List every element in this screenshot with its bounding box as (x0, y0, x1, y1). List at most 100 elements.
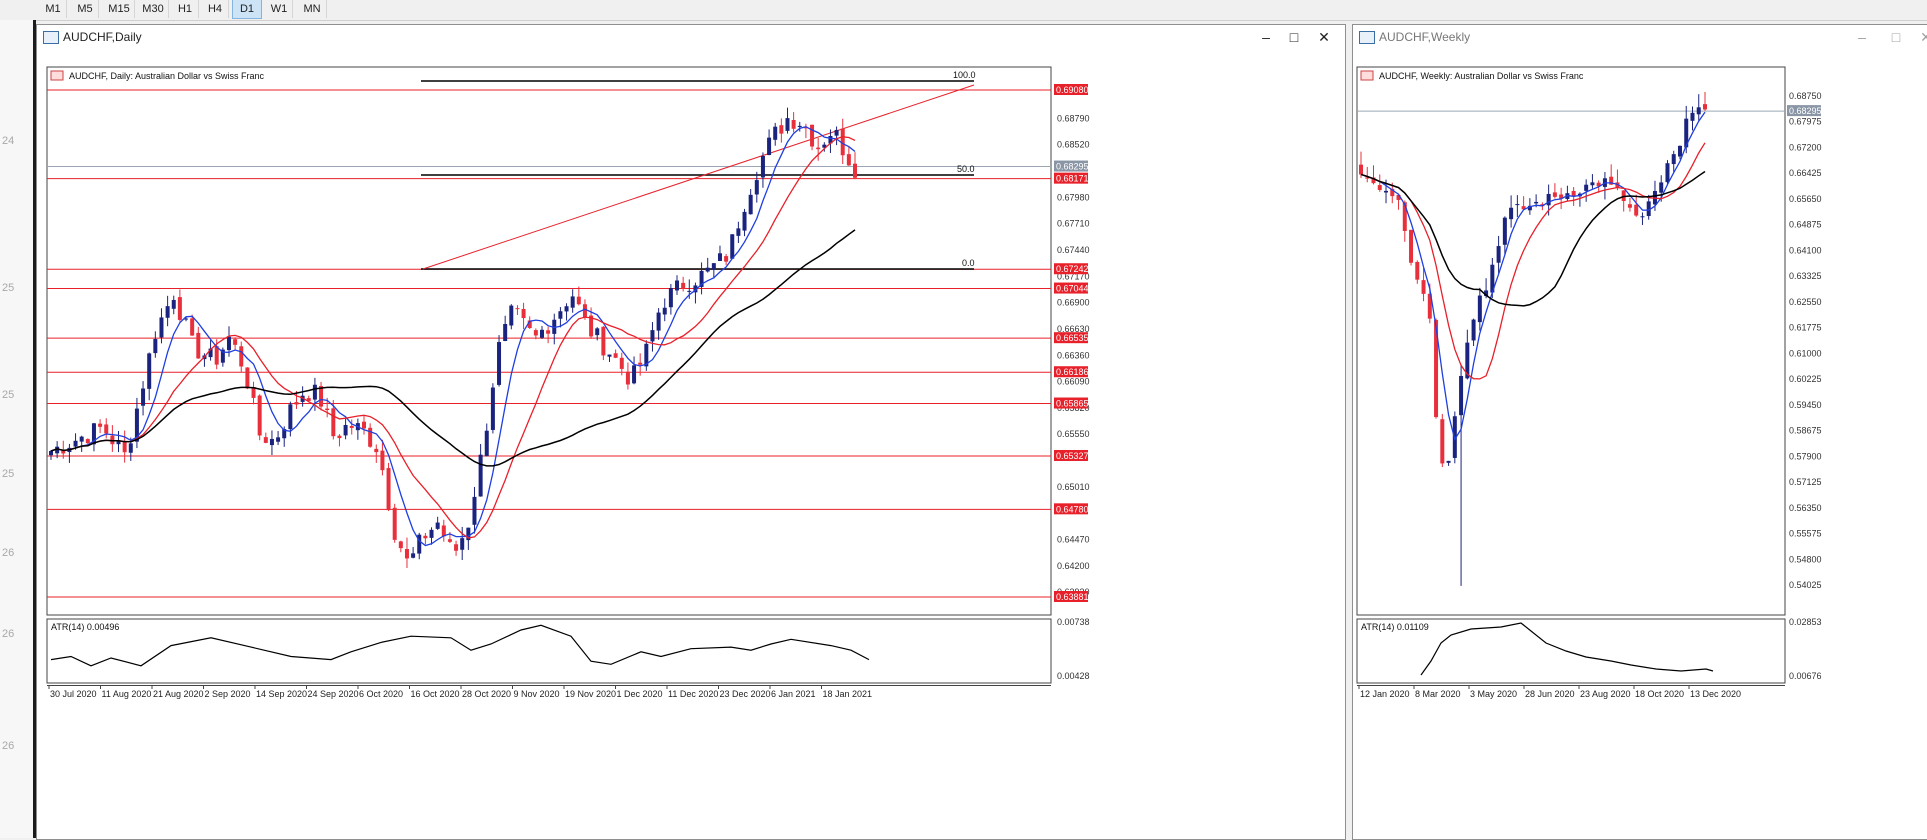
current-price-box (1787, 105, 1821, 117)
timeframe-m1-button[interactable]: M1 (40, 0, 67, 18)
price-level-label-box (1054, 282, 1088, 294)
candle-body (1646, 201, 1651, 216)
candle-body (128, 443, 133, 453)
candle-body (527, 320, 532, 329)
candle-body (1365, 177, 1370, 179)
weekly-price-tick: 0.61775 (1789, 323, 1822, 333)
daily-price-tick: 0.66900 (1057, 298, 1090, 308)
candle-body (147, 353, 152, 389)
weekly-price-tick: 0.65650 (1789, 194, 1822, 204)
candle-body (834, 129, 839, 136)
weekly-date-label: 28 Jun 2020 (1525, 689, 1575, 699)
candle-body (791, 120, 796, 129)
price-level-label: 0.64780 (1056, 504, 1089, 514)
candle-body (582, 304, 587, 318)
price-level-label: 0.66186 (1056, 367, 1089, 377)
maximize-button[interactable]: □ (1289, 29, 1299, 45)
candle-body (116, 441, 121, 445)
candle-body (681, 282, 686, 289)
candle-body (184, 318, 189, 320)
price-level-label-box (1054, 397, 1088, 409)
daily-price-tick: 0.68790 (1057, 113, 1090, 123)
weekly-price-tick: 0.63325 (1789, 271, 1822, 281)
candle-body (1471, 319, 1476, 341)
candle-body (828, 135, 833, 144)
daily-date-axis-line (47, 685, 1051, 686)
weekly-date-label: 18 Oct 2020 (1635, 689, 1684, 699)
weekly-price-tick: 0.67975 (1789, 117, 1822, 127)
candle-body (1434, 320, 1439, 418)
atr-line (1420, 622, 1714, 676)
candle-body (79, 436, 84, 442)
daily-date-label: 6 Oct 2020 (359, 689, 403, 699)
candle-body (441, 525, 446, 537)
atr-tick: 0.00428 (1057, 671, 1090, 681)
minimize-button[interactable]: – (1858, 29, 1866, 45)
weekly-chart-canvas[interactable]: AUDCHF, Weekly: Australian Dollar vs Swi… (1353, 49, 1927, 839)
timeframe-mn-button[interactable]: MN (298, 0, 327, 18)
candle-body (220, 349, 225, 363)
candle-body (239, 346, 244, 367)
moving-average-mid (50, 136, 856, 539)
candle-body (687, 290, 692, 292)
fibonacci-level-label: 50.0 (957, 164, 975, 174)
candle-body (306, 398, 311, 401)
candle-body (331, 408, 336, 437)
moving-average-fast (50, 126, 856, 547)
candle-body (404, 549, 409, 559)
candle-body (521, 308, 526, 319)
daily-window-titlebar[interactable]: AUDCHF,Daily – □ ✕ (37, 25, 1345, 49)
candle-body (1484, 290, 1489, 297)
maximize-button[interactable]: □ (1891, 29, 1901, 45)
partial-window-strip: 24 25 25 25 26 26 26 (0, 20, 36, 838)
candle-body (1396, 194, 1401, 200)
daily-date-label: 18 Jan 2021 (823, 689, 873, 699)
candle-body (245, 367, 250, 389)
candle-body (1502, 217, 1507, 245)
daily-price-tick: 0.66090 (1057, 377, 1090, 387)
strip-price-label: 25 (2, 282, 15, 294)
candle-body (257, 395, 262, 436)
weekly-price-tick: 0.56350 (1789, 503, 1822, 513)
candle-body (73, 440, 78, 447)
daily-price-tick: 0.66360 (1057, 350, 1090, 360)
candle-body (717, 253, 722, 261)
weekly-window-titlebar[interactable]: AUDCHF,Weekly – □ ✕ (1353, 25, 1927, 49)
timeframe-h1-button[interactable]: H1 (172, 0, 199, 18)
timeframe-m5-button[interactable]: M5 (72, 0, 99, 18)
timeframe-h4-button[interactable]: H4 (202, 0, 229, 18)
candle-body (1459, 375, 1464, 416)
daily-date-label: 6 Jan 2021 (771, 689, 816, 699)
candle-body (1696, 107, 1701, 115)
daily-price-tick: 0.67980 (1057, 192, 1090, 202)
close-button[interactable]: ✕ (1318, 29, 1330, 45)
candle-body (589, 315, 594, 337)
daily-price-tick: 0.66630 (1057, 324, 1090, 334)
close-button[interactable]: ✕ (1920, 29, 1927, 45)
candle-body (411, 553, 416, 558)
weekly-chart-window[interactable]: AUDCHF,Weekly – □ ✕ AUDCHF, Weekly: Aust… (1352, 24, 1927, 840)
candle-body (1640, 216, 1645, 218)
candle-body (1584, 184, 1589, 191)
candle-body (533, 330, 538, 336)
atr-indicator-label: ATR(14) 0.00496 (51, 622, 119, 632)
candle-body (699, 270, 704, 287)
candle-body (650, 330, 655, 342)
timeframe-d1-button[interactable]: D1 (232, 0, 262, 19)
candle-body (435, 522, 440, 529)
strip-price-label: 26 (2, 740, 15, 752)
candle-body (736, 228, 741, 236)
candle-body (546, 330, 551, 334)
minimize-button[interactable]: – (1262, 29, 1270, 45)
candle-body (208, 348, 213, 358)
timeframe-m30-button[interactable]: M30 (138, 0, 169, 18)
weekly-price-tick: 0.67200 (1789, 142, 1822, 152)
timeframe-m15-button[interactable]: M15 (104, 0, 135, 18)
daily-price-tick: 0.65010 (1057, 482, 1090, 492)
candle-body (1427, 293, 1432, 319)
timeframe-w1-button[interactable]: W1 (266, 0, 293, 18)
daily-chart-canvas[interactable]: AUDCHF, Daily: Australian Dollar vs Swis… (37, 49, 1345, 839)
daily-chart-window[interactable]: AUDCHF,Daily – □ ✕ AUDCHF, Daily: Austra… (36, 24, 1346, 840)
strip-price-label: 25 (2, 389, 15, 401)
daily-date-label: 28 Oct 2020 (462, 689, 511, 699)
